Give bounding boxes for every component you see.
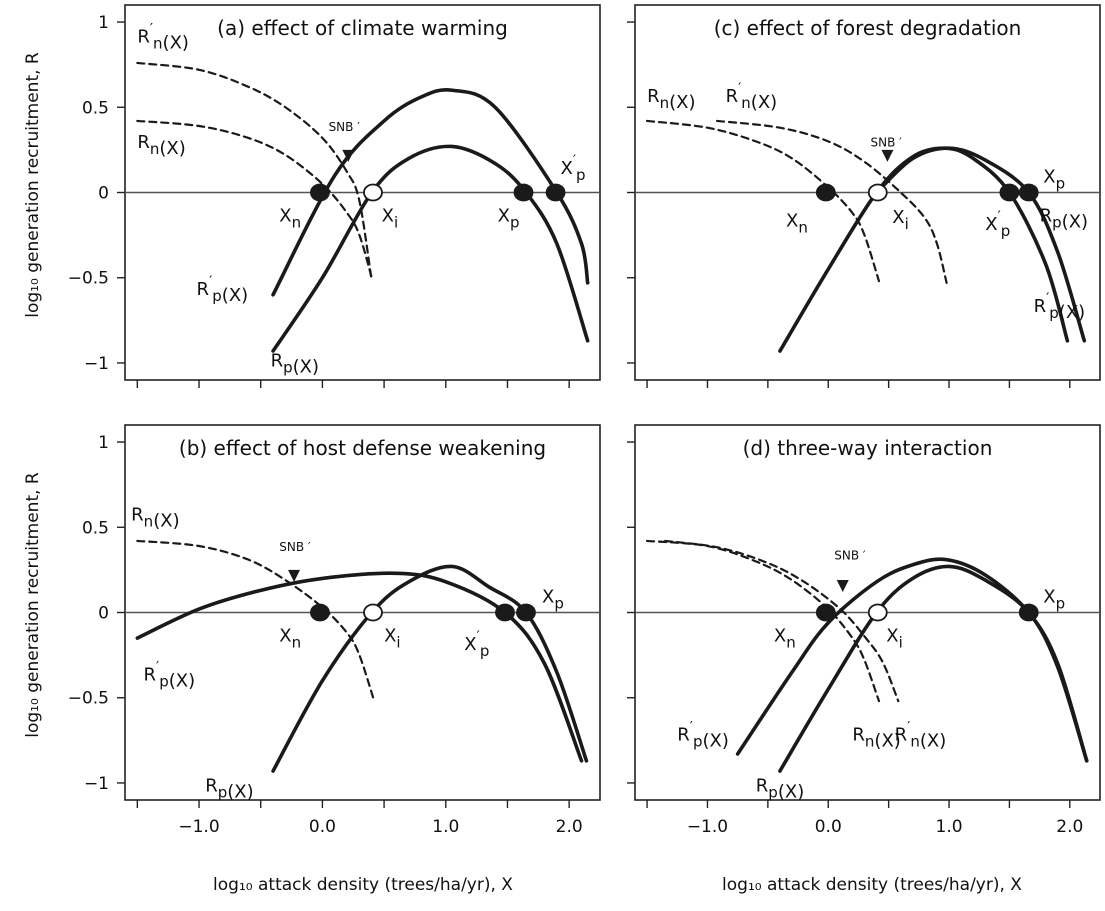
series-line xyxy=(716,119,948,284)
curve-label: Rn(X) xyxy=(137,132,185,159)
x-tick-label: 2.0 xyxy=(1056,817,1083,837)
series-line xyxy=(271,144,590,353)
curve-label: R′p(X) xyxy=(677,719,729,751)
y-axis-title-top: log₁₀ generation recruitment, R xyxy=(23,52,43,318)
curve-label: X′p xyxy=(464,629,489,660)
equilibrium-point xyxy=(513,183,534,202)
y-tick-label: 0.5 xyxy=(82,518,109,538)
curve-label: R′n(X) xyxy=(137,22,189,54)
series-line xyxy=(271,88,590,297)
equilibrium-point xyxy=(1018,603,1039,622)
equilibrium-point xyxy=(545,183,566,202)
y-axis-title-bottom: log₁₀ generation recruitment, R xyxy=(23,472,43,738)
x-tick-label: −1.0 xyxy=(178,817,219,837)
curve-label: Xn xyxy=(774,625,796,651)
x-axis-title-left: log₁₀ attack density (trees/ha/yr), X xyxy=(213,875,513,895)
panel-d: −1.0 0.0 1.0 2.0 (d) three-way interaction Rn… xyxy=(627,424,1101,837)
series-line xyxy=(645,539,881,703)
equilibrium-point xyxy=(310,603,330,622)
equilibrium-point xyxy=(363,183,383,202)
snb-label: SNB ′ xyxy=(834,549,866,563)
panel-title: (b) effect of host defense weakening xyxy=(179,436,546,460)
curve-label: R′p(X) xyxy=(144,660,196,692)
curve-label: Rp(X) xyxy=(205,775,253,802)
snb-arrow xyxy=(342,149,355,162)
x-axis-title-right: log₁₀ attack density (trees/ha/yr), X xyxy=(722,875,1022,895)
curve-label: Rn(X) xyxy=(647,86,695,113)
curve-label: R′p(X) xyxy=(197,274,249,306)
panel-title: (d) three-way interaction xyxy=(743,436,993,460)
series-line xyxy=(136,61,373,283)
equilibrium-point xyxy=(815,603,836,622)
curve-label: Xi xyxy=(382,205,399,231)
snb-arrow xyxy=(881,149,894,162)
series-line xyxy=(735,557,1089,763)
curve-label: X′p xyxy=(985,209,1010,240)
panel-a: 1 0.5 0 −0.5 −1 (a) effect of climate warming… xyxy=(68,4,601,388)
series-line xyxy=(874,146,1087,343)
y-tick-label: 0.5 xyxy=(82,98,109,118)
series-line xyxy=(136,539,376,703)
series-line xyxy=(271,564,589,773)
curve-label: Rp(X) xyxy=(756,775,804,802)
panel-title: (c) effect of forest degradation xyxy=(714,16,1022,40)
equilibrium-point xyxy=(815,183,836,202)
series-line xyxy=(664,539,900,703)
panel-b: 1 0.5 0 −0.5 −1 −1.0 0.0 1.0 2.0 (b) effect of ho… xyxy=(68,424,601,837)
x-tick-label: 1.0 xyxy=(432,817,459,837)
curve-label: R′n(X) xyxy=(895,719,947,751)
x-tick-label: 2.0 xyxy=(556,817,583,837)
snb-label: SNB ′ xyxy=(871,135,903,149)
equilibrium-point xyxy=(495,603,515,622)
x-tick-label: 0.0 xyxy=(309,817,336,837)
curve-label: Rp(X) xyxy=(1040,205,1088,232)
curve-label: Xp xyxy=(498,205,520,231)
curve-label: R′p(X) xyxy=(1034,291,1086,323)
series-line xyxy=(136,119,373,279)
series-line xyxy=(778,146,1070,353)
series-line xyxy=(135,571,584,763)
equilibrium-point xyxy=(516,603,536,622)
curve-label: Xp xyxy=(542,586,564,612)
curve-label: Xi xyxy=(892,207,909,233)
y-tick-label: 1 xyxy=(98,433,109,453)
y-tick-label: 0 xyxy=(98,184,109,204)
curve-label: R′n(X) xyxy=(726,81,778,113)
snb-arrow xyxy=(836,580,849,593)
equilibrium-point xyxy=(1018,183,1039,202)
series-line xyxy=(778,564,1089,773)
snb-label: SNB ′ xyxy=(279,540,311,554)
curve-label: X′p xyxy=(561,153,586,184)
y-tick-label: −0.5 xyxy=(68,269,109,289)
panel-c: (c) effect of forest degradation Rn(X) R′n… xyxy=(627,4,1101,388)
curve-label: Rn(X) xyxy=(131,504,179,531)
x-tick-label: 0.0 xyxy=(815,817,842,837)
panel-title: (a) effect of climate warming xyxy=(217,16,508,40)
x-tick-label: −1.0 xyxy=(687,817,728,837)
equilibrium-point xyxy=(310,183,330,202)
curve-label: Rp(X) xyxy=(271,350,319,377)
x-tick-label: 1.0 xyxy=(936,817,963,837)
curve-label: Xp xyxy=(1043,586,1065,612)
y-tick-label: −0.5 xyxy=(68,689,109,709)
equilibrium-point xyxy=(363,603,383,622)
y-tick-label: −1 xyxy=(84,774,109,794)
curve-label: Xn xyxy=(786,211,808,237)
series-line xyxy=(645,119,881,283)
equilibrium-point xyxy=(999,183,1020,202)
curve-label: Xi xyxy=(384,625,401,651)
curve-label: Xp xyxy=(1043,166,1065,192)
snb-label: SNB ′ xyxy=(329,120,361,134)
equilibrium-point xyxy=(867,183,888,202)
curve-label: Xn xyxy=(279,625,301,651)
y-tick-label: 0 xyxy=(98,604,109,624)
curve-label: Xn xyxy=(279,205,301,231)
equilibrium-point xyxy=(867,603,888,622)
y-tick-label: 1 xyxy=(98,13,109,33)
curve-label: Xi xyxy=(886,625,903,651)
snb-arrow xyxy=(288,569,301,582)
y-tick-label: −1 xyxy=(84,354,109,374)
curve-label: Rn(X) xyxy=(852,724,900,751)
